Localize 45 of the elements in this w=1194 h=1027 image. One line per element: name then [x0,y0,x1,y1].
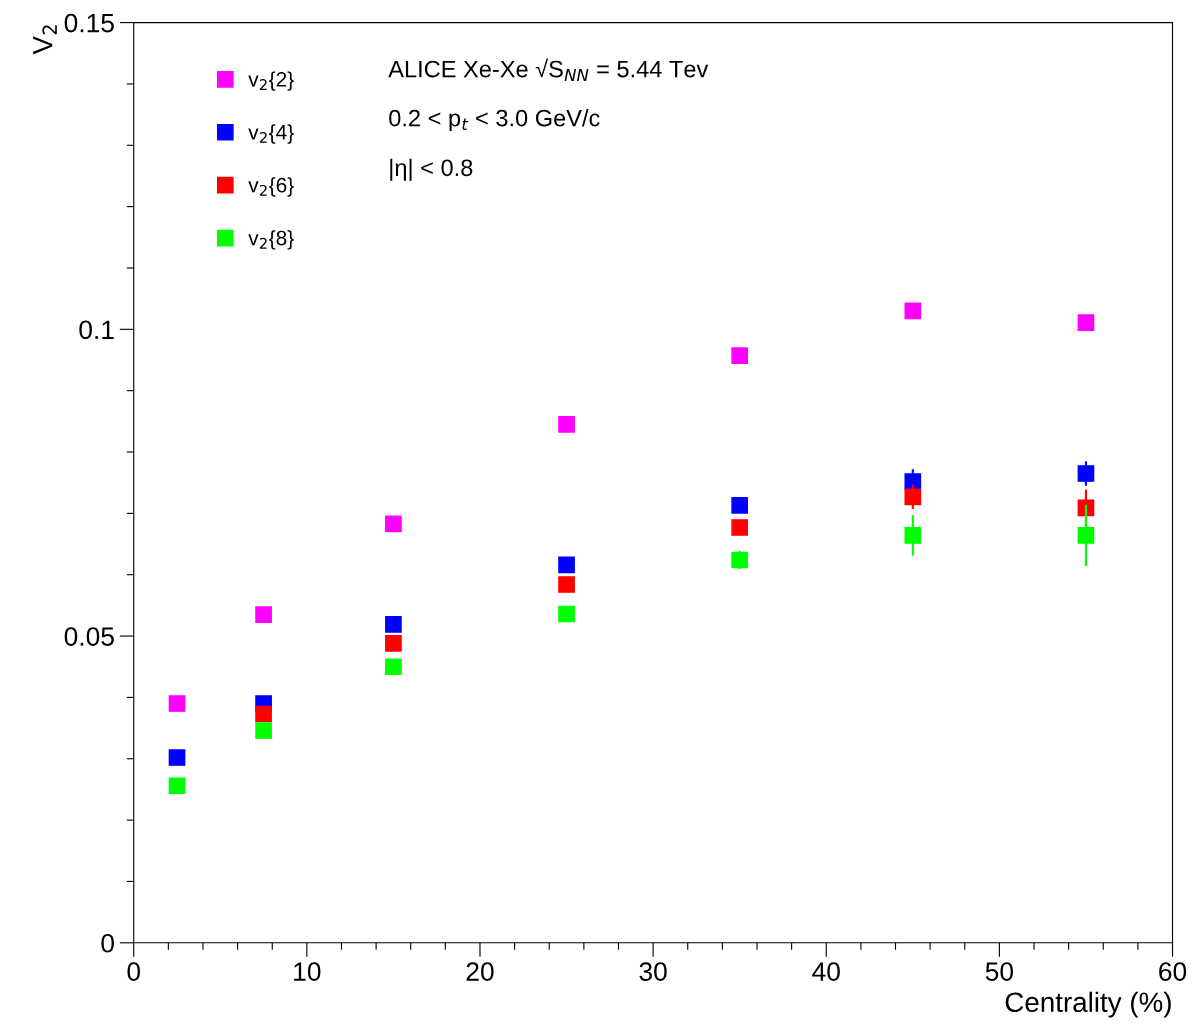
legend-label: v$_{2}${6} [248,177,294,197]
legend-label: v$_{2}${4} [248,124,294,144]
point [255,722,272,739]
point [904,488,922,506]
point [385,658,402,676]
point [904,527,922,544]
point [255,705,272,723]
point [385,635,402,652]
y-axis-title: V$_{2}$ [33,25,57,55]
point [731,519,749,536]
point [168,777,186,795]
point [1077,314,1095,331]
point [255,606,272,623]
annotation: 0.2 < p$_{t}$ < 3.0 GeV/c [389,109,600,132]
x-tick-label: 50 [985,962,1014,981]
x-tick-label: 40 [812,962,840,981]
legend-label: v$_{2}${2} [248,71,294,91]
x-tick-label: 60 [1159,962,1187,981]
x-tick-label: 20 [466,962,494,981]
point [904,473,922,490]
y-tick-label: 0.1 [79,320,114,340]
point [385,616,402,633]
y-tick-label: 0 [101,933,114,953]
point [558,576,575,593]
point [731,347,749,365]
point [558,605,575,623]
point [558,556,575,574]
point [1077,527,1095,544]
annotation: |η| < 0.8 [390,158,473,181]
annotation: ALICE Xe-Xe √S$_{NN}$ = 5.44 Tev [388,58,709,82]
point [1077,465,1095,482]
y-tick-label: 0.05 [64,627,114,646]
point [731,551,749,569]
point [385,515,402,533]
x-tick-label: 0 [127,962,141,981]
point [904,302,922,320]
y-tick-label: 0.15 [64,13,114,33]
point [168,695,186,712]
legend-label: v$_{2}${8} [248,230,294,250]
point [558,416,575,433]
x-tick-label: 30 [639,962,667,981]
x-tick-label: 10 [294,962,321,981]
point [168,749,186,766]
x-axis-title: Centrality (%) [1005,991,1171,1018]
point [731,497,749,514]
